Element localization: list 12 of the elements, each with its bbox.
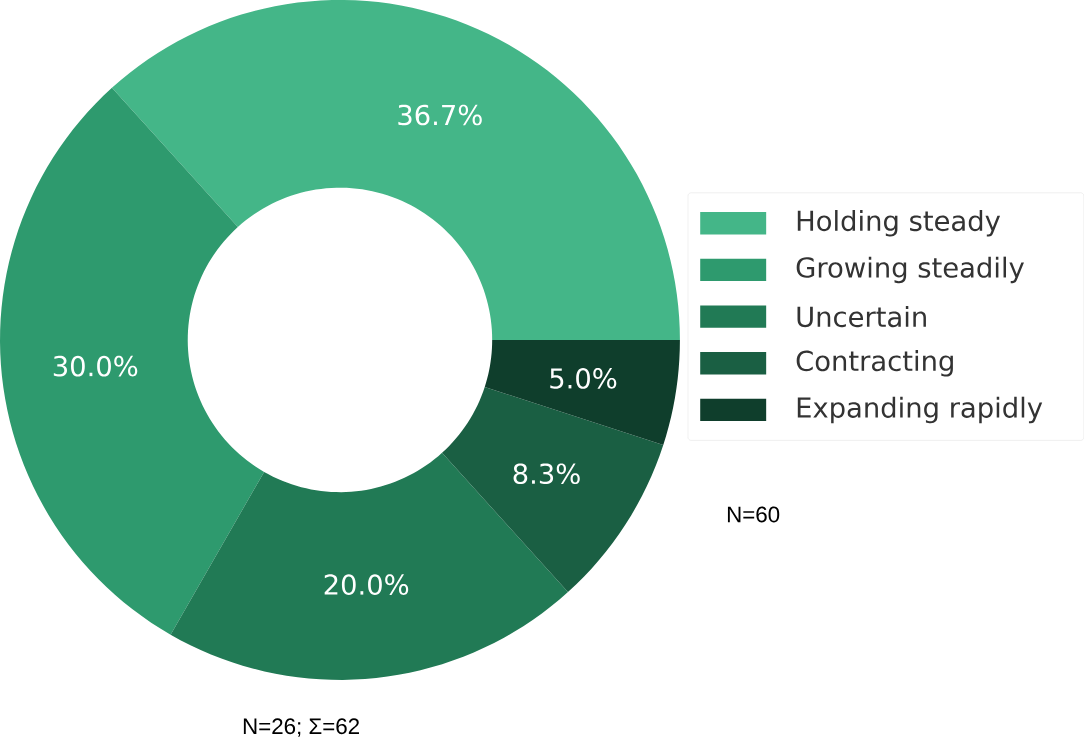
data-label: 30.0% (53, 355, 138, 377)
data-label: 5.0% (550, 367, 617, 389)
data-label: 36.7% (398, 104, 482, 126)
legend-label: Growing steadily (796, 256, 1024, 284)
legend-label: Holding steady (797, 209, 1001, 237)
legend-label: Uncertain (797, 305, 926, 328)
legend-label: Contracting (796, 349, 953, 377)
text: N=60 (727, 506, 780, 523)
legend-label: Expanding rapidly (797, 396, 1043, 424)
data-label: 8.3% (513, 463, 580, 484)
data-label: 20.0% (324, 574, 409, 595)
text: N=26; Σ=62 (243, 718, 359, 737)
